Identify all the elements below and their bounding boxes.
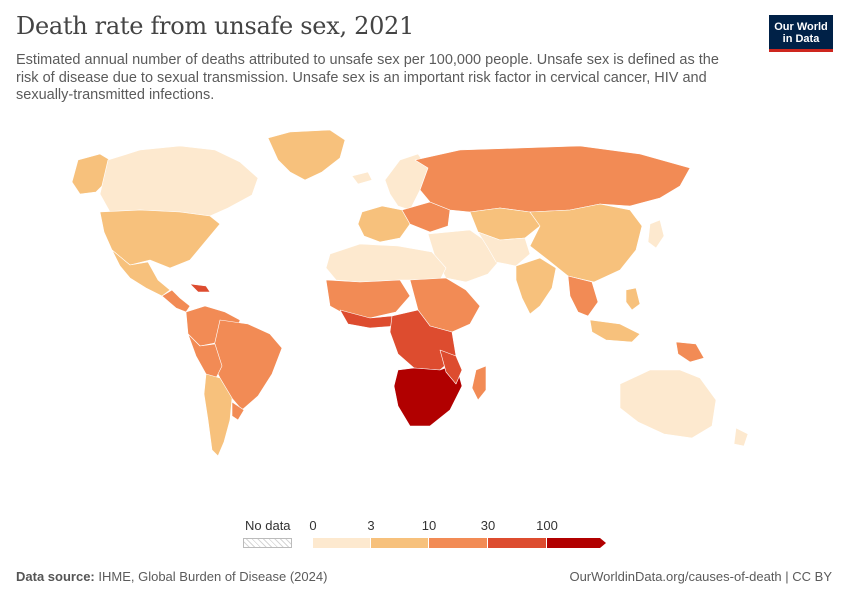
region-philippines[interactable] xyxy=(625,287,641,311)
region-india[interactable] xyxy=(515,257,557,315)
region-japan[interactable] xyxy=(647,219,665,249)
region-south-east-africa[interactable] xyxy=(439,349,463,385)
logo-line-1: Our World xyxy=(774,21,828,33)
legend-bin-3-10[interactable] xyxy=(371,538,429,548)
legend-tick-100: 100 xyxy=(536,518,558,533)
chart-subtitle: Estimated annual number of deaths attrib… xyxy=(16,52,719,103)
region-australia[interactable] xyxy=(619,369,717,439)
region-southern-cone[interactable] xyxy=(203,373,233,457)
region-canada[interactable] xyxy=(99,145,259,217)
owid-logo[interactable]: Our World in Data xyxy=(769,15,833,52)
region-papua-new-guinea[interactable] xyxy=(675,341,705,363)
legend-tick-3: 3 xyxy=(367,518,375,533)
region-south-west-asia[interactable] xyxy=(477,231,531,267)
region-west-africa[interactable] xyxy=(325,279,411,319)
legend-tick-10: 10 xyxy=(421,518,437,533)
logo-line-2: in Data xyxy=(782,33,820,45)
data-source-text: IHME, Global Burden of Disease (2024) xyxy=(98,569,328,584)
legend-bin-0-3[interactable] xyxy=(313,538,371,548)
region-central-america[interactable] xyxy=(161,289,191,313)
legend-tick-30: 30 xyxy=(480,518,496,533)
map-legend: No data 0 3 10 30 100 xyxy=(240,518,620,554)
region-east-asia[interactable] xyxy=(529,203,643,283)
legend-bin-10-30[interactable] xyxy=(429,538,488,548)
region-southern-africa[interactable] xyxy=(393,363,463,427)
footer-url[interactable]: OurWorldinData.org/causes-of-death | CC … xyxy=(569,569,832,584)
region-peru-bolivia[interactable] xyxy=(187,333,223,383)
region-greenland[interactable] xyxy=(267,129,346,181)
region-iceland[interactable] xyxy=(351,171,373,185)
region-madagascar[interactable] xyxy=(471,365,487,401)
region-russia[interactable] xyxy=(414,145,691,213)
legend-bin-100-plus[interactable] xyxy=(547,538,600,548)
region-new-zealand[interactable] xyxy=(733,427,749,447)
legend-no-data-label: No data xyxy=(245,518,291,533)
world-map[interactable] xyxy=(0,120,850,520)
region-uruguay[interactable] xyxy=(231,401,245,421)
logo-accent-bar xyxy=(769,49,833,52)
region-southeast-asia[interactable] xyxy=(567,275,599,317)
region-western-europe[interactable] xyxy=(357,205,411,243)
region-caribbean[interactable] xyxy=(189,283,211,293)
data-source: Data source: IHME, Global Burden of Dise… xyxy=(16,569,327,584)
data-source-label: Data source: xyxy=(16,569,95,584)
chart-title: Death rate from unsafe sex, 2021 xyxy=(16,12,414,40)
legend-tick-0: 0 xyxy=(309,518,317,533)
region-maritime-asia[interactable] xyxy=(589,319,641,343)
legend-arrow-icon xyxy=(600,538,606,548)
legend-no-data-swatch xyxy=(243,538,292,548)
region-north-africa[interactable] xyxy=(325,243,447,283)
region-mexico[interactable] xyxy=(111,249,171,297)
legend-bin-30-100[interactable] xyxy=(488,538,547,548)
